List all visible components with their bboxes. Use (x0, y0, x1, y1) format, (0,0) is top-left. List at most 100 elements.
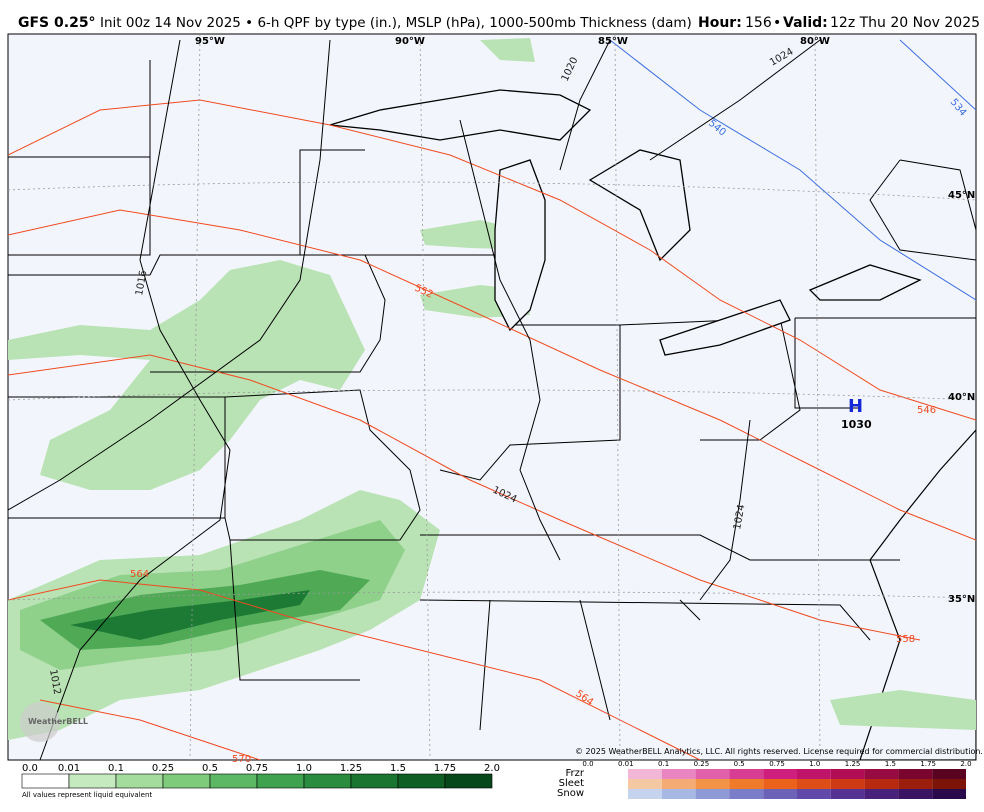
qpf-label: 0.1 (108, 763, 124, 774)
qpf-swatch (68, 773, 117, 789)
qpf-swatch (162, 773, 211, 789)
longitude-label: 95°W (195, 36, 225, 47)
qpf-label: 0.75 (246, 763, 268, 774)
type-swatch (898, 789, 933, 799)
type-swatch (830, 769, 865, 779)
type-swatch (898, 779, 933, 789)
longitude-label: 80°W (800, 36, 830, 47)
valid: 12z Thu 20 Nov 2025 (830, 15, 980, 31)
type-label: Sleet (559, 778, 584, 789)
contour-label: 564 (130, 569, 149, 580)
type-swatch (932, 769, 966, 779)
copyright: © 2025 WeatherBELL Analytics, LLC. All r… (575, 747, 983, 756)
type-label: Frzr (566, 768, 585, 779)
type-swatch (695, 769, 730, 779)
thickness-lines (8, 99, 976, 760)
contour-label: 558 (896, 634, 915, 645)
type-value: 0.1 (658, 760, 669, 768)
contour-label: 1012 (47, 669, 62, 696)
qpf-label: 1.5 (390, 763, 406, 774)
legend: All values represent liquid equivalent 0… (21, 760, 972, 799)
qpf-label: 1.0 (296, 763, 312, 774)
type-swatch (864, 769, 899, 779)
type-value: 1.0 (809, 760, 820, 768)
type-swatch (695, 779, 730, 789)
type-value: 0.5 (734, 760, 745, 768)
type-swatch (763, 769, 797, 779)
type-value: 0.25 (694, 760, 710, 768)
latitude-label: 35°N (948, 594, 975, 605)
qpf-swatch (397, 773, 446, 789)
valid-label: Valid: (783, 15, 828, 31)
type-swatch (628, 779, 662, 789)
type-value: 0.75 (769, 760, 785, 768)
type-swatch (695, 789, 730, 799)
type-value: 1.25 (845, 760, 861, 768)
type-value: 2.0 (960, 760, 971, 768)
longitude-label: 85°W (598, 36, 628, 47)
coast (859, 429, 976, 760)
legend-note: All values represent liquid equivalent (22, 791, 152, 799)
qpf-label: 0.25 (152, 763, 174, 774)
contour-label: 570 (232, 754, 251, 765)
high-pressure: 1030 (841, 418, 872, 431)
high-symbol: H (848, 396, 863, 417)
map: 95°W 90°W 85°W 80°W 45°N40°N35°N 1020 1024 … (7, 33, 983, 765)
qpf-swatch (444, 773, 493, 789)
isobars (8, 39, 976, 760)
qpf-label: 0.0 (22, 763, 38, 774)
type-swatch (628, 789, 662, 799)
type-value: 0.0 (582, 760, 593, 768)
contour-label: 546 (917, 405, 936, 416)
qpf-label: 1.25 (340, 763, 362, 774)
type-swatch (661, 789, 696, 799)
logo-mark (20, 702, 60, 742)
540-lines (609, 39, 976, 301)
longitude-label: 90°W (395, 36, 425, 47)
separator: • (773, 15, 781, 31)
type-value: 0.01 (618, 760, 634, 768)
description: Init 00z 14 Nov 2025 • 6-h QPF by type (… (100, 15, 692, 31)
type-swatch (797, 769, 831, 779)
qpf-swatch (115, 773, 164, 789)
contour-label: 1024 (732, 504, 747, 531)
qpf-swatch (350, 773, 399, 789)
qpf-label: 2.0 (484, 763, 500, 774)
lakes (329, 89, 922, 356)
type-swatch (729, 779, 764, 789)
hour: 156 (745, 15, 772, 31)
type-swatch (729, 769, 764, 779)
qpf-swatch (21, 773, 70, 789)
type-swatch (661, 769, 696, 779)
type-swatch (763, 789, 797, 799)
qpf-label: 0.5 (202, 763, 218, 774)
qpf-swatch (209, 773, 258, 789)
type-value: 1.5 (885, 760, 896, 768)
type-swatch (797, 779, 831, 789)
type-swatch (797, 789, 831, 799)
logo: WeatherBELL (28, 717, 88, 726)
hour-label: Hour: (698, 15, 742, 31)
type-swatch (628, 769, 662, 779)
qpf-swatch (256, 773, 305, 789)
latitude-label: 40°N (948, 392, 975, 403)
type-swatch (864, 789, 899, 799)
type-swatch (864, 779, 899, 789)
type-swatch (830, 789, 865, 799)
qpf-label: 1.75 (434, 763, 456, 774)
type-swatch (763, 779, 797, 789)
type-label: Snow (557, 788, 584, 799)
qpf-label: 0.01 (58, 763, 80, 774)
type-swatch (898, 769, 933, 779)
type-swatch (932, 789, 966, 799)
contour-label: 1016 (134, 270, 149, 297)
qpf-swatch (303, 773, 352, 789)
type-value: 1.75 (920, 760, 936, 768)
graticule-labels: 95°W 90°W 85°W 80°W 45°N 40°N 35°N (195, 36, 975, 605)
model: GFS 0.25° (18, 15, 96, 31)
type-swatch (661, 779, 696, 789)
type-swatch (830, 779, 865, 789)
type-swatch (932, 779, 966, 789)
type-swatch (729, 789, 764, 799)
